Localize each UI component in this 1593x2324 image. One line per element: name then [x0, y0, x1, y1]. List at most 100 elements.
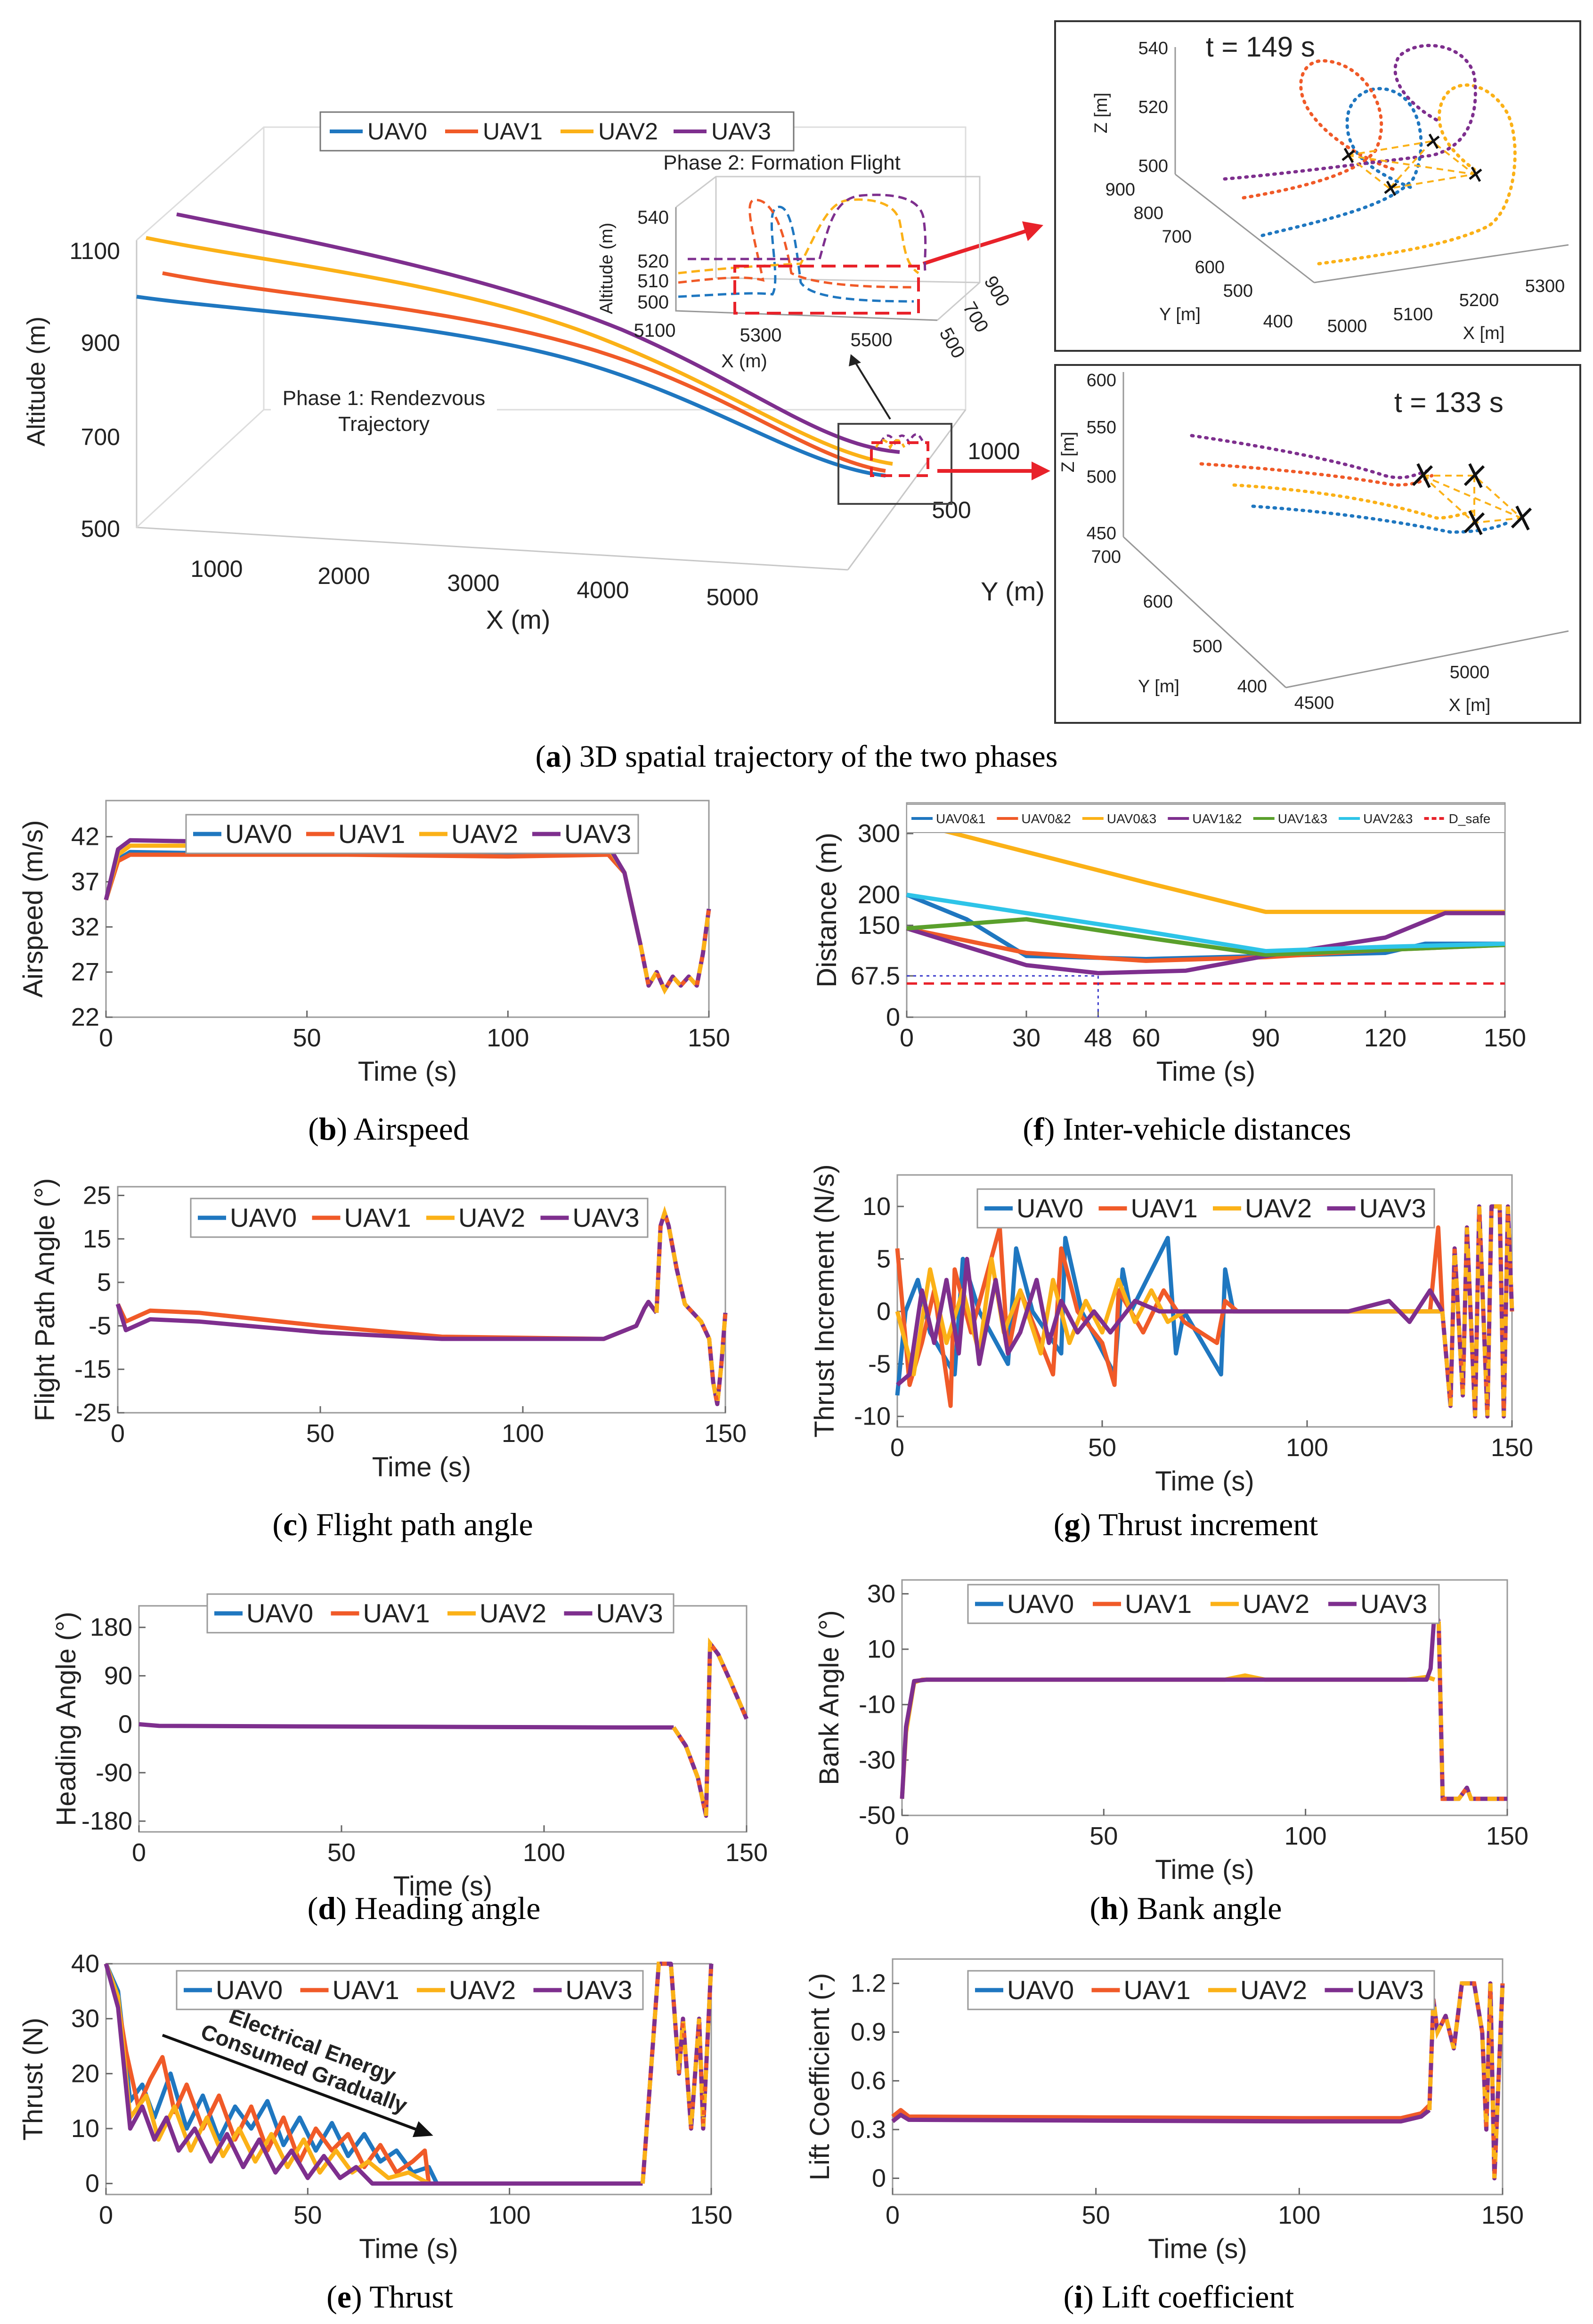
- legend-box: [967, 1970, 1435, 2010]
- x-tick-3000: 3000: [447, 570, 499, 596]
- phase1-label-box: [271, 374, 497, 450]
- alt-tick-500: 500: [81, 516, 120, 542]
- x-tick-label: 100: [502, 1419, 544, 1448]
- series-uav3-line: [896, 1256, 1444, 1387]
- caption-text: Thrust: [362, 2279, 453, 2315]
- inset-alt-tick-520: 520: [637, 251, 669, 272]
- legend-a-uav1: UAV1: [483, 118, 543, 145]
- x-tick-label: 150: [1481, 2201, 1524, 2229]
- legend-label: UAV1&3: [1278, 811, 1327, 826]
- caption-a: (a) 3D spatial trajectory of the two pha…: [536, 739, 1058, 774]
- y-tick-label: 0: [85, 2170, 99, 2198]
- caption-a-text: 3D spatial trajectory of the two phases: [572, 739, 1058, 774]
- arrow-to-inset: [852, 357, 891, 420]
- legend-label: UAV2: [480, 1598, 546, 1628]
- caption-d: (d) Heading angle: [308, 1890, 541, 1926]
- t149-z-tick-500: 500: [1138, 156, 1168, 176]
- y-tick-label: 90: [104, 1662, 132, 1690]
- series-dashed-overlay-b: [1427, 1981, 1505, 2178]
- x-tick-label: 50: [1088, 1433, 1116, 1462]
- legend-box: [176, 1970, 644, 2010]
- y-tick-label: 42: [71, 823, 99, 851]
- panel-c: 0 50 100 150 25 15 5 -5 -15 -25 Time (s) Flight Pat…: [30, 1178, 747, 1542]
- legend-box: [206, 1593, 675, 1634]
- t149-x-tick-5000: 5000: [1327, 316, 1367, 336]
- t149-x-tick-5100: 5100: [1393, 305, 1433, 324]
- inset-alt-tick-510: 510: [637, 271, 669, 292]
- series-dashed-overlay-b: [640, 1961, 714, 2184]
- y-tick-label: -10: [854, 1402, 891, 1431]
- y-tick-label: -10: [859, 1691, 895, 1719]
- legend-label: UAV0&3: [1107, 811, 1156, 826]
- t133-x-label: X [m]: [1449, 696, 1491, 715]
- x-tick-label: 120: [1364, 1024, 1406, 1052]
- caption-c: (c) Flight path angle: [272, 1506, 533, 1542]
- y-axis-label: Thrust Increment (N/s): [809, 1164, 840, 1437]
- caption-text: Thrust increment: [1091, 1506, 1318, 1542]
- legend-label: UAV0: [1016, 1193, 1083, 1223]
- y-tick-label: 10: [862, 1192, 891, 1221]
- y-tick-label: -5: [89, 1312, 111, 1340]
- t133-z-tick-600: 600: [1087, 371, 1116, 390]
- x-tick-label: 0: [132, 1838, 146, 1867]
- x-tick-label: 60: [1132, 1024, 1160, 1052]
- y-tick-label: 0.6: [851, 2067, 886, 2095]
- t133-z-tick-500: 500: [1087, 467, 1116, 487]
- x-tick-label: 50: [293, 2201, 322, 2229]
- series-uav2-3-line: [906, 892, 1505, 954]
- x-tick-label: 0: [900, 1024, 914, 1052]
- series-uav3-line: [891, 2108, 1431, 2124]
- y-tick-label: 30: [71, 2005, 99, 2033]
- x-tick-label: 150: [1484, 1024, 1526, 1052]
- arrow-to-top-view: [922, 229, 1028, 266]
- t133-y-tick-700: 700: [1091, 547, 1121, 567]
- x-tick-label: 90: [1252, 1024, 1280, 1052]
- x-tick-label: 0: [890, 1433, 904, 1462]
- caption-b: (b) Airspeed: [308, 1111, 469, 1147]
- legend-label: UAV2: [1243, 1589, 1309, 1619]
- y-tick-label: -90: [96, 1758, 132, 1787]
- legend-label: UAV0: [246, 1598, 313, 1628]
- panel-h-legend: UAV0 UAV1 UAV2 UAV3: [967, 1584, 1440, 1624]
- x-axis-label: Time (s): [393, 1871, 492, 1902]
- x-axis-label: Time (s): [372, 1452, 471, 1482]
- panel-d: 0 50 100 150 180 90 0 -90 -180 Time (s) Heading An…: [51, 1593, 768, 1926]
- x-tick-label: 50: [1082, 2201, 1110, 2229]
- legend-label: UAV3: [1360, 1589, 1427, 1619]
- y-tick-label: 20: [71, 2059, 99, 2088]
- y-tick-label: -15: [74, 1355, 111, 1384]
- y-tick-label: 1.2: [851, 1969, 886, 1998]
- t149-y-tick-600: 600: [1195, 258, 1225, 277]
- y-tick-label: 22: [71, 1003, 99, 1031]
- legend-label: UAV1&2: [1192, 811, 1242, 826]
- inset-title: Phase 2: Formation Flight: [663, 151, 901, 174]
- legend-box: [190, 1198, 649, 1238]
- caption-f: (f) Inter-vehicle distances: [1023, 1111, 1351, 1147]
- y-tick-label: 5: [877, 1245, 891, 1273]
- y-tick-label: 150: [858, 911, 900, 939]
- legend-label: UAV0&2: [1021, 811, 1071, 826]
- t149-z-tick-520: 520: [1138, 97, 1168, 117]
- panel-b: 0 50 100 150 42 37 32 27 22 Time (s) Airspeed (m/s…: [18, 800, 730, 1147]
- series-uav2-line: [104, 1963, 430, 2186]
- y-tick-label: 10: [867, 1635, 895, 1663]
- y-axis-label: Bank Angle (°): [814, 1610, 845, 1785]
- x-axis-label: Time (s): [1155, 1466, 1254, 1497]
- legend-label: UAV0: [1007, 1975, 1074, 2005]
- inset-alt-tick-500: 500: [637, 292, 669, 313]
- legend-label: UAV2: [1240, 1975, 1307, 2005]
- y-tick-label: -5: [868, 1350, 891, 1378]
- phase1-label-line2: Trajectory: [338, 413, 430, 436]
- x-tick-4000: 4000: [577, 577, 629, 603]
- series-uav0-3-line: [906, 819, 1505, 914]
- series-uav1-line: [895, 1225, 1445, 1408]
- legend-label: UAV3: [573, 1203, 640, 1232]
- caption-g: (g) Thrust increment: [1054, 1506, 1318, 1542]
- x-tick-label: 150: [688, 1024, 730, 1052]
- legend-box: [967, 1584, 1440, 1624]
- inset-red-box: [733, 265, 920, 315]
- legend-label: UAV1: [338, 819, 405, 849]
- x-tick-label: 50: [1089, 1822, 1118, 1850]
